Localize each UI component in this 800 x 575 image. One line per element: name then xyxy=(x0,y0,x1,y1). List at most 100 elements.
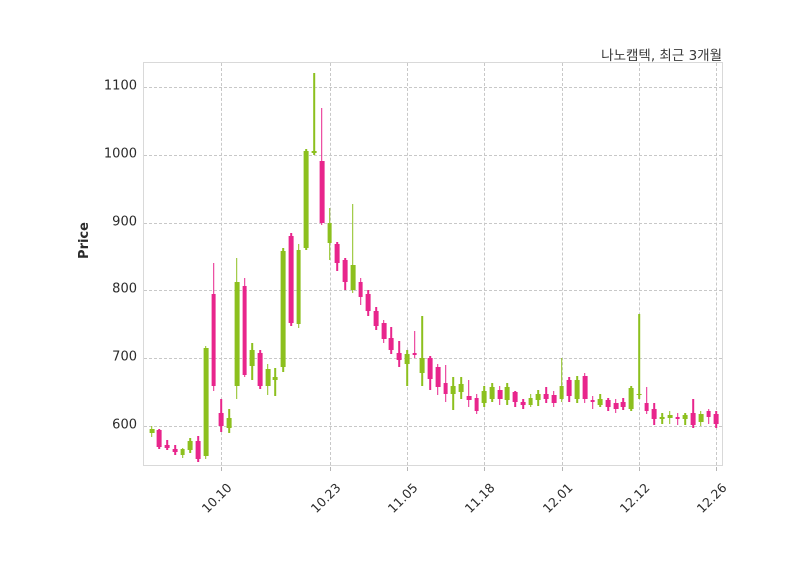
candle-body xyxy=(590,400,595,403)
gridline-horizontal xyxy=(144,86,722,88)
candle-body xyxy=(458,384,464,393)
y-tick-label: 600 xyxy=(112,417,137,433)
y-tick-label: 700 xyxy=(112,349,137,365)
gridline-vertical xyxy=(716,63,718,465)
x-tick-label: 11.05 xyxy=(384,480,421,516)
candle-body xyxy=(257,352,263,386)
chart-title: 나노캠텍, 최근 3개월 xyxy=(601,48,722,64)
candle-body xyxy=(706,411,711,417)
candle-body xyxy=(690,412,696,425)
candle-body xyxy=(474,397,479,412)
gridline-horizontal xyxy=(144,154,722,156)
y-tick-label: 800 xyxy=(112,281,137,297)
candle-body xyxy=(481,390,487,404)
candle-body xyxy=(149,428,155,434)
plot-area xyxy=(143,62,723,471)
candle-wick xyxy=(468,380,470,408)
candle-body xyxy=(319,161,325,223)
gridline-vertical xyxy=(561,63,563,465)
candle-wick xyxy=(274,367,277,397)
y-tick-label: 900 xyxy=(112,214,137,230)
candle-body xyxy=(644,403,650,412)
candle-body xyxy=(180,449,186,455)
candle-body xyxy=(203,348,209,457)
candle-wick xyxy=(560,358,563,402)
candle-body xyxy=(226,418,232,428)
candle-body xyxy=(396,352,402,360)
candle-body xyxy=(234,282,240,386)
y-axis-tick-labels: 600 700 800 900 1000 1100 xyxy=(85,62,137,466)
candle-body xyxy=(435,366,441,387)
candle-body xyxy=(211,293,216,386)
candle-body xyxy=(358,282,363,298)
candle-body xyxy=(536,393,541,401)
candle-body xyxy=(420,358,425,374)
candle-body xyxy=(443,382,448,394)
gridline-horizontal xyxy=(144,222,722,224)
candle-body xyxy=(659,416,665,419)
x-axis-tickmark xyxy=(221,467,223,471)
candle-body xyxy=(512,392,518,402)
candle-wick xyxy=(352,203,354,294)
gridline-horizontal xyxy=(144,426,722,428)
candle-body xyxy=(682,415,688,420)
x-tick-label: 12.12 xyxy=(616,480,653,516)
candle-body xyxy=(334,244,340,264)
candle-body xyxy=(628,388,634,409)
candle-body xyxy=(613,403,619,409)
candle-body xyxy=(566,380,572,397)
x-axis-tickmark xyxy=(406,467,408,471)
candle-body xyxy=(427,358,433,379)
candle-body xyxy=(218,412,224,427)
candle-body xyxy=(304,151,309,249)
y-tick-label: 1000 xyxy=(103,146,137,162)
candle-body xyxy=(265,369,271,386)
candle-body xyxy=(597,399,603,405)
x-axis-tickmark xyxy=(561,467,563,471)
candle-body xyxy=(652,408,657,420)
candle-body xyxy=(157,430,162,447)
x-axis-tickmark xyxy=(716,467,718,471)
y-tick-label: 1100 xyxy=(103,78,137,94)
x-axis-tickmark xyxy=(329,467,331,471)
candle-body xyxy=(404,354,410,364)
candle-body xyxy=(188,441,193,450)
candle-body xyxy=(373,310,379,326)
x-tick-label: 10.23 xyxy=(307,480,344,516)
candle-body xyxy=(249,350,255,367)
x-tick-label: 11.18 xyxy=(461,480,498,516)
candle-body xyxy=(296,249,302,325)
candle-body xyxy=(698,414,704,423)
candle-body xyxy=(288,236,294,324)
candle-body xyxy=(412,352,418,355)
gridline-vertical xyxy=(406,63,408,465)
candle-body xyxy=(551,395,557,404)
candle-wick xyxy=(406,350,408,386)
candle-wick xyxy=(421,316,424,386)
candle-body xyxy=(528,397,534,405)
candle-body xyxy=(164,444,170,448)
candle-body xyxy=(172,449,178,453)
candle-body xyxy=(450,385,456,394)
x-tick-label: 12.01 xyxy=(539,480,576,516)
candle-body xyxy=(574,380,580,400)
candle-body xyxy=(327,222,332,243)
candle-body xyxy=(520,401,526,405)
candle-body xyxy=(389,337,394,351)
candle-body xyxy=(365,293,371,311)
candle-body xyxy=(350,264,356,291)
x-axis-tickmark xyxy=(638,467,640,471)
gridline-vertical xyxy=(638,63,640,465)
candle-wick xyxy=(591,396,594,409)
candle-body xyxy=(381,323,387,340)
candle-body xyxy=(559,385,564,400)
candle-body xyxy=(342,259,348,283)
candle-body xyxy=(605,400,611,408)
x-axis-tickmark xyxy=(484,467,486,471)
candle-wick xyxy=(413,331,416,359)
candle-body xyxy=(497,389,503,400)
gridline-vertical xyxy=(329,63,331,465)
candle-body xyxy=(242,286,247,375)
candle-body xyxy=(675,416,680,420)
